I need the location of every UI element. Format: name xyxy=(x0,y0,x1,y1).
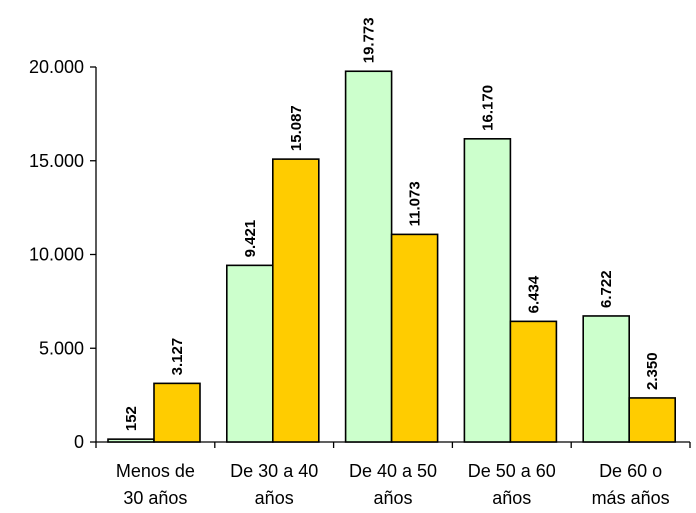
data-label: 19.773 xyxy=(361,17,378,63)
data-label: 9.421 xyxy=(242,220,259,258)
bar-series-2 xyxy=(271,158,320,443)
bars xyxy=(107,70,677,443)
bar-series-2 xyxy=(390,233,439,443)
x-category-label: De 50 a 60 años xyxy=(468,461,556,508)
bar-series-2 xyxy=(153,382,201,443)
data-labels: 152 9.421 19.773 16.170 6.722 3.127 15.087 11.0… xyxy=(123,17,661,431)
y-tick-label: 5.000 xyxy=(39,338,84,358)
data-label: 15.087 xyxy=(288,105,305,151)
bar-series-2 xyxy=(628,397,677,443)
bar-series-1 xyxy=(582,315,631,443)
y-axis: 0 5.000 10.000 15.000 20.000 xyxy=(29,57,97,452)
y-tick-label: 0 xyxy=(74,432,84,452)
data-label: 2.350 xyxy=(644,352,661,390)
x-category-label: De 30 a 40 años xyxy=(230,461,318,508)
data-label: 152 xyxy=(123,406,140,431)
bar-series-1 xyxy=(344,70,393,443)
data-label: 3.127 xyxy=(169,338,186,376)
data-label: 11.073 xyxy=(407,181,424,226)
y-tick-label: 10.000 xyxy=(29,245,84,265)
x-category-label: Menos de 30 años xyxy=(116,461,195,508)
x-axis: Menos de 30 años De 30 a 40 años De 40 a 50 a… xyxy=(95,441,691,508)
bar-series-1 xyxy=(463,138,512,443)
bar-series-1 xyxy=(107,438,155,443)
data-label: 6.434 xyxy=(525,275,542,313)
x-category-label: De 40 a 50 años xyxy=(349,461,437,508)
bar-series-1 xyxy=(226,264,274,443)
x-category-label: De 60 o más años xyxy=(592,461,670,508)
data-label: 16.170 xyxy=(479,85,496,131)
y-tick-label: 20.000 xyxy=(29,57,84,77)
bar-series-2 xyxy=(509,320,558,443)
data-label: 6.722 xyxy=(598,270,615,308)
y-tick-label: 15.000 xyxy=(29,151,84,171)
